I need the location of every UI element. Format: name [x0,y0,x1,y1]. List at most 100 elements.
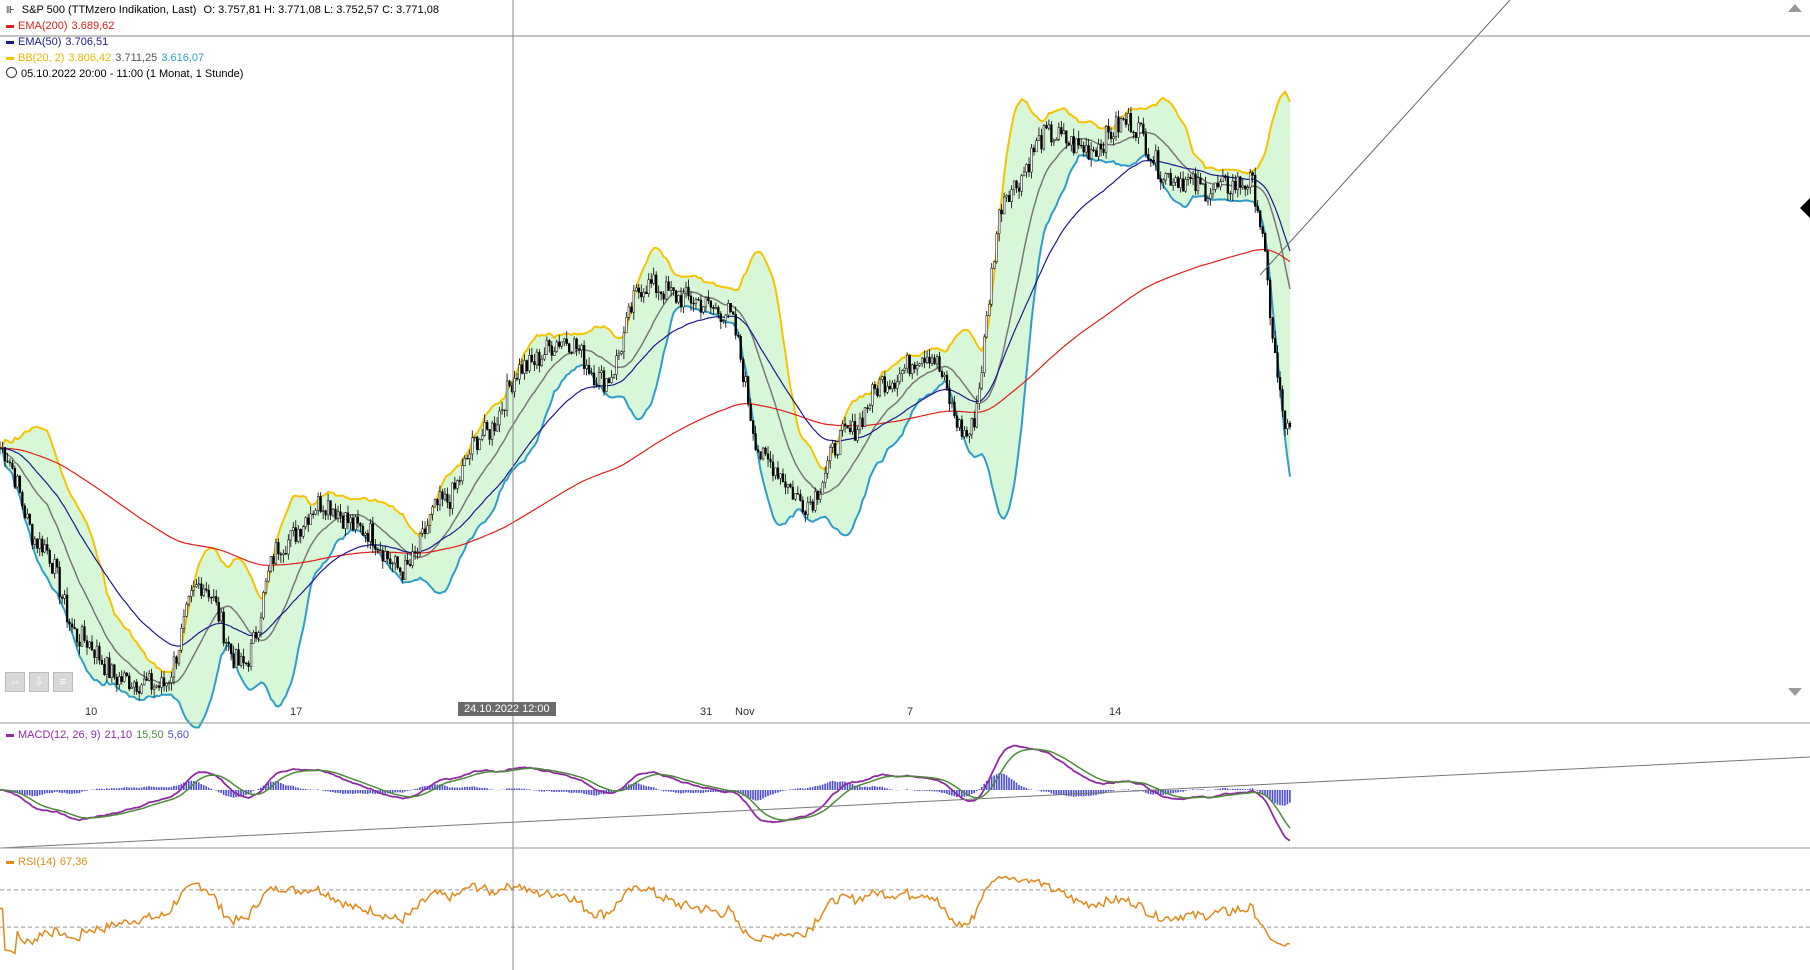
candle-body [0,447,2,450]
macd-histogram-bar [523,788,526,790]
macd-histogram-bar [928,790,931,792]
macd-histogram-bar [1080,790,1082,797]
candle-body [811,501,814,511]
price-marker-icon[interactable] [1800,198,1810,218]
macd-histogram-bar [724,790,727,793]
candle-body [1027,163,1031,173]
candle-body [508,380,511,386]
candle-body [625,317,628,334]
candle-body [1181,178,1185,192]
legend-rsi[interactable]: RSI(14) 67,36 [6,854,87,870]
macd-histogram-bar [784,790,787,791]
candle-body [1147,154,1150,160]
macd-histogram-bar [108,788,111,790]
candle-body [309,513,312,525]
candle-body [185,603,188,617]
macd-histogram-bar [700,790,702,794]
macd-histogram-bar [1199,789,1202,790]
candle-body [1261,226,1264,234]
macd-histogram-bar [1231,788,1234,790]
candle-body [1219,181,1222,188]
legend-macd[interactable]: MACD(12, 26, 9) 21,10 15,50 5,60 [6,727,189,743]
price-plot[interactable] [0,0,1511,729]
macd-histogram-bar [173,785,175,790]
macd-histogram-bar [284,785,287,790]
candle-body [8,461,12,464]
candle-body [968,433,971,437]
macd-histogram-bar [76,790,78,794]
candle-body [1137,122,1140,138]
candle-body [1017,187,1021,192]
macd-histogram-bar [769,790,772,795]
candle-body [990,267,993,305]
menu-button[interactable]: ≡ [53,672,73,692]
macd-histogram-bar [526,789,528,790]
macd-histogram-bar [1226,788,1229,790]
macd-histogram-bar [958,790,961,797]
legend-ema50[interactable]: EMA(50) 3.706,51 [6,34,108,50]
candle-body [304,517,307,528]
period-info: 05.10.2022 20:00 - 11:00 (1 Monat, 1 Stu… [6,66,243,82]
macd-histogram-bar [794,788,797,790]
candle-body [230,643,233,654]
candle-body [446,493,449,503]
macd-histogram-bar [53,790,56,793]
macd-histogram-bar [344,790,347,794]
candle-body [896,381,899,389]
macd-histogram-bar [486,788,488,790]
candle-body [56,559,59,568]
candle-body [751,420,755,434]
candle-body [1214,182,1217,190]
candle-body [650,279,653,284]
candle-body [632,290,635,313]
macd-histogram-bar [419,787,421,790]
macd-histogram-bar [158,787,160,790]
macd-histogram-bar [292,785,294,790]
macd-histogram-bar [1271,790,1274,803]
scroll-down-icon[interactable] [1788,688,1802,696]
macd-histogram-bar [16,790,19,793]
macd-histogram-bar [1219,788,1222,790]
macd-histogram-bar [401,790,404,793]
candle-body [182,616,186,629]
candle-body [679,295,683,308]
candle-body [637,287,640,293]
rsi-label: RSI(14) [18,856,56,868]
candle-body [324,510,327,516]
candle-body [664,281,668,300]
macd-signal-value: 15,50 [136,729,164,741]
macd-histogram-bar [978,789,981,790]
candle-body [289,530,292,541]
candle-body [1114,116,1118,137]
candle-body [657,291,660,293]
legend-bb[interactable]: BB(20, 2) 3.806,42 3.711,25 3.616,07 [6,50,204,66]
candle-body [525,360,529,372]
candle-body [784,481,787,488]
candle-body [791,486,795,500]
macd-histogram-bar [995,774,998,790]
macd-histogram-bar [78,790,81,794]
macd-histogram-bar [31,790,34,797]
candle-body [831,443,834,448]
chart-type-icon[interactable]: ⊪ [6,5,15,16]
candle-body [824,472,827,484]
candle-body [267,570,270,582]
xaxis-tick: 31 [700,706,713,718]
candle-body [953,401,956,417]
download-button[interactable]: ⇩ [29,672,49,692]
macd-histogram-bar [938,790,941,793]
pan-button[interactable]: ⇔ [5,672,25,692]
candle-body [940,371,944,378]
candle-body [51,563,54,574]
macd-histogram-bar [1276,790,1279,805]
candle-body [1286,422,1289,430]
macd-histogram-bar [692,790,695,794]
scroll-up-icon[interactable] [1788,4,1802,12]
macd-hist-value: 5,60 [167,729,190,741]
candle-body [821,482,824,495]
candle-body [1080,144,1083,147]
legend-ema200[interactable]: EMA(200) 3.689,62 [6,18,114,34]
macd-histogram-bar [369,790,372,794]
candle-body [1082,145,1085,153]
